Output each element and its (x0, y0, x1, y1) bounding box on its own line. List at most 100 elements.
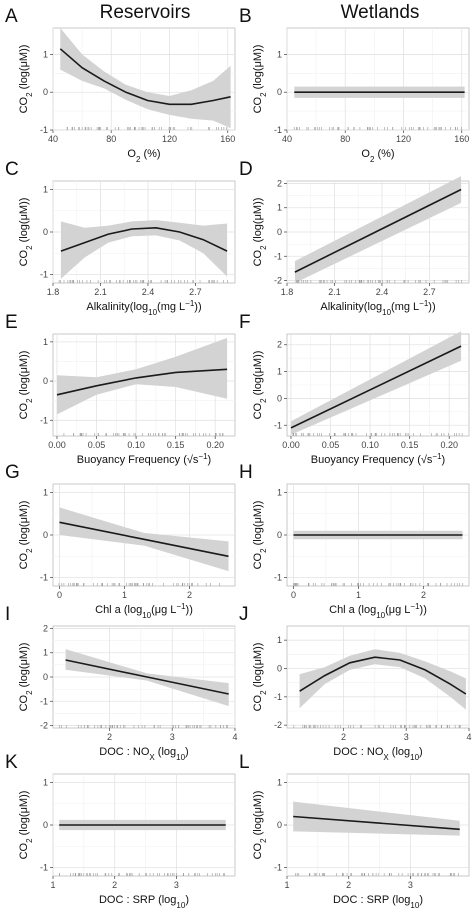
y-tick-label: -2 (274, 720, 282, 730)
y-axis-label: CO2 (log(μM)) (18, 351, 34, 420)
y-tick-label: 1 (43, 778, 48, 788)
y-tick-label: 2 (277, 340, 282, 350)
y-tick-label: 0 (43, 820, 48, 830)
panel-g: 0 1 2 -1 0 1 G Chl a (log10(μg L−1)) CO2 (log(μM… (5, 462, 236, 620)
panel-a: 40 80 120 160 -1 0 1 A O2 (%) CO2 (log(μM)) (5, 6, 236, 164)
x-tick-label: 0 (291, 590, 296, 600)
y-tick-label: -1 (40, 415, 48, 425)
y-tick-label: 1 (277, 367, 282, 377)
y-tick-label: 0 (277, 227, 282, 237)
x-tick-label: 3 (404, 732, 409, 742)
x-tick-label: 0.20 (206, 440, 224, 450)
x-axis-label: O2 (%) (361, 148, 394, 164)
y-axis-label: CO2 (log(μM)) (252, 791, 268, 860)
y-tick-label: 0 (43, 672, 48, 682)
x-tick-label: 160 (220, 134, 235, 144)
y-tick-label: 0 (277, 87, 282, 97)
confidence-band (291, 331, 462, 435)
x-tick-label: 0.10 (127, 440, 145, 450)
x-tick-label: 1 (356, 590, 361, 600)
x-axis-label: DOC : NOX (log10) (99, 746, 188, 762)
x-tick-label: 2 (187, 590, 192, 600)
y-tick-label: 1 (277, 635, 282, 645)
confidence-band (57, 337, 228, 415)
y-tick-label: 1 (43, 648, 48, 658)
y-tick-label: -1 (274, 573, 282, 583)
x-tick-label: 1 (284, 880, 289, 890)
x-tick-label: 40 (282, 134, 292, 144)
panel-i: 2 3 4 -2 -1 0 1 2 I DOC : NOX (log10) CO2 (log(μM)… (5, 604, 238, 762)
x-tick-label: 0.15 (167, 440, 185, 450)
x-tick-label: 2.7 (189, 287, 202, 297)
y-tick-label: -1 (40, 863, 48, 873)
y-tick-label: 0 (277, 530, 282, 540)
fit-line (60, 226, 228, 252)
x-tick-label: 3 (408, 880, 413, 890)
panel-h: 0 1 2 -1 0 1 H Chl a (log10(μg L−1)) CO2 (log(μM… (239, 462, 470, 620)
x-tick-label: 3 (174, 880, 179, 890)
fit-line (299, 656, 467, 695)
x-axis-label: Buoyancy Frequency (√s−1) (77, 452, 211, 467)
x-tick-label: 2.4 (376, 287, 389, 297)
x-tick-label: 160 (454, 134, 469, 144)
y-tick-label: 2 (277, 178, 282, 188)
y-axis-label: CO2 (log(μM)) (18, 643, 34, 712)
y-tick-label: 1 (43, 488, 48, 498)
y-axis-label: CO2 (log(μM)) (18, 45, 34, 114)
y-axis-label: CO2 (log(μM)) (252, 198, 268, 267)
panel-letter: A (5, 6, 18, 27)
x-tick-label: 2 (107, 732, 112, 742)
y-tick-label: -1 (274, 863, 282, 873)
x-tick-label: 0.05 (322, 440, 340, 450)
x-tick-label: 2 (341, 732, 346, 742)
panel-letter: E (5, 312, 18, 333)
y-tick-label: 1 (277, 203, 282, 213)
x-tick-label: 2.1 (94, 287, 107, 297)
panel-letter: D (239, 159, 253, 180)
panel-letter: H (239, 462, 253, 483)
x-tick-label: 2 (346, 880, 351, 890)
x-tick-label: 3 (170, 732, 175, 742)
y-tick-label: 0 (43, 530, 48, 540)
y-tick-label: -1 (274, 125, 282, 135)
x-tick-label: 2.4 (142, 287, 155, 297)
y-tick-label: -2 (40, 721, 48, 731)
y-tick-label: 0 (277, 820, 282, 830)
x-tick-label: 2.7 (423, 287, 436, 297)
y-tick-label: -1 (40, 125, 48, 135)
column-title-reservoirs: Reservoirs (100, 2, 191, 23)
x-axis-label: Chl a (log10(μg L−1)) (329, 602, 427, 620)
x-tick-label: 0.20 (440, 440, 458, 450)
y-tick-label: 0 (277, 664, 282, 674)
fit-line (56, 368, 228, 396)
y-tick-label: 1 (277, 778, 282, 788)
fit-line (59, 521, 229, 558)
x-tick-label: 1.8 (281, 287, 294, 297)
x-tick-label: 2.1 (328, 287, 341, 297)
confidence-band (294, 176, 462, 283)
fit-line (293, 815, 460, 831)
panel-letter: I (5, 604, 10, 625)
y-tick-label: 0 (43, 376, 48, 386)
y-axis-label: CO2 (log(μM)) (252, 351, 268, 420)
panel-letter: J (239, 604, 249, 625)
x-tick-label: 80 (340, 134, 350, 144)
plot-background (286, 27, 470, 131)
y-tick-label: 0 (43, 87, 48, 97)
panel-j: 2 3 4 -2 -1 0 1 J DOC : NOX (log10) CO2 (log(μM)) (239, 604, 472, 762)
fit-line (65, 659, 229, 695)
y-axis-label: CO2 (log(μM)) (18, 501, 34, 570)
y-tick-label: 1 (277, 49, 282, 59)
y-axis-label: CO2 (log(μM)) (18, 198, 34, 267)
y-axis-label: CO2 (log(μM)) (252, 501, 268, 570)
x-tick-label: 1 (122, 590, 127, 600)
x-axis-label: DOC : SRP (log10) (333, 894, 423, 910)
y-tick-label: 1 (43, 337, 48, 347)
y-tick-label: 1 (43, 49, 48, 59)
x-axis-label: Alkalinity(log10(mg L−1)) (86, 299, 201, 317)
y-tick-label: -1 (40, 573, 48, 583)
panel-b: 40 80 120 160 -1 0 1 B O2 (%) CO2 (log(μM)) (239, 6, 470, 164)
x-tick-label: 0.10 (361, 440, 379, 450)
panel-letter: L (239, 752, 250, 773)
